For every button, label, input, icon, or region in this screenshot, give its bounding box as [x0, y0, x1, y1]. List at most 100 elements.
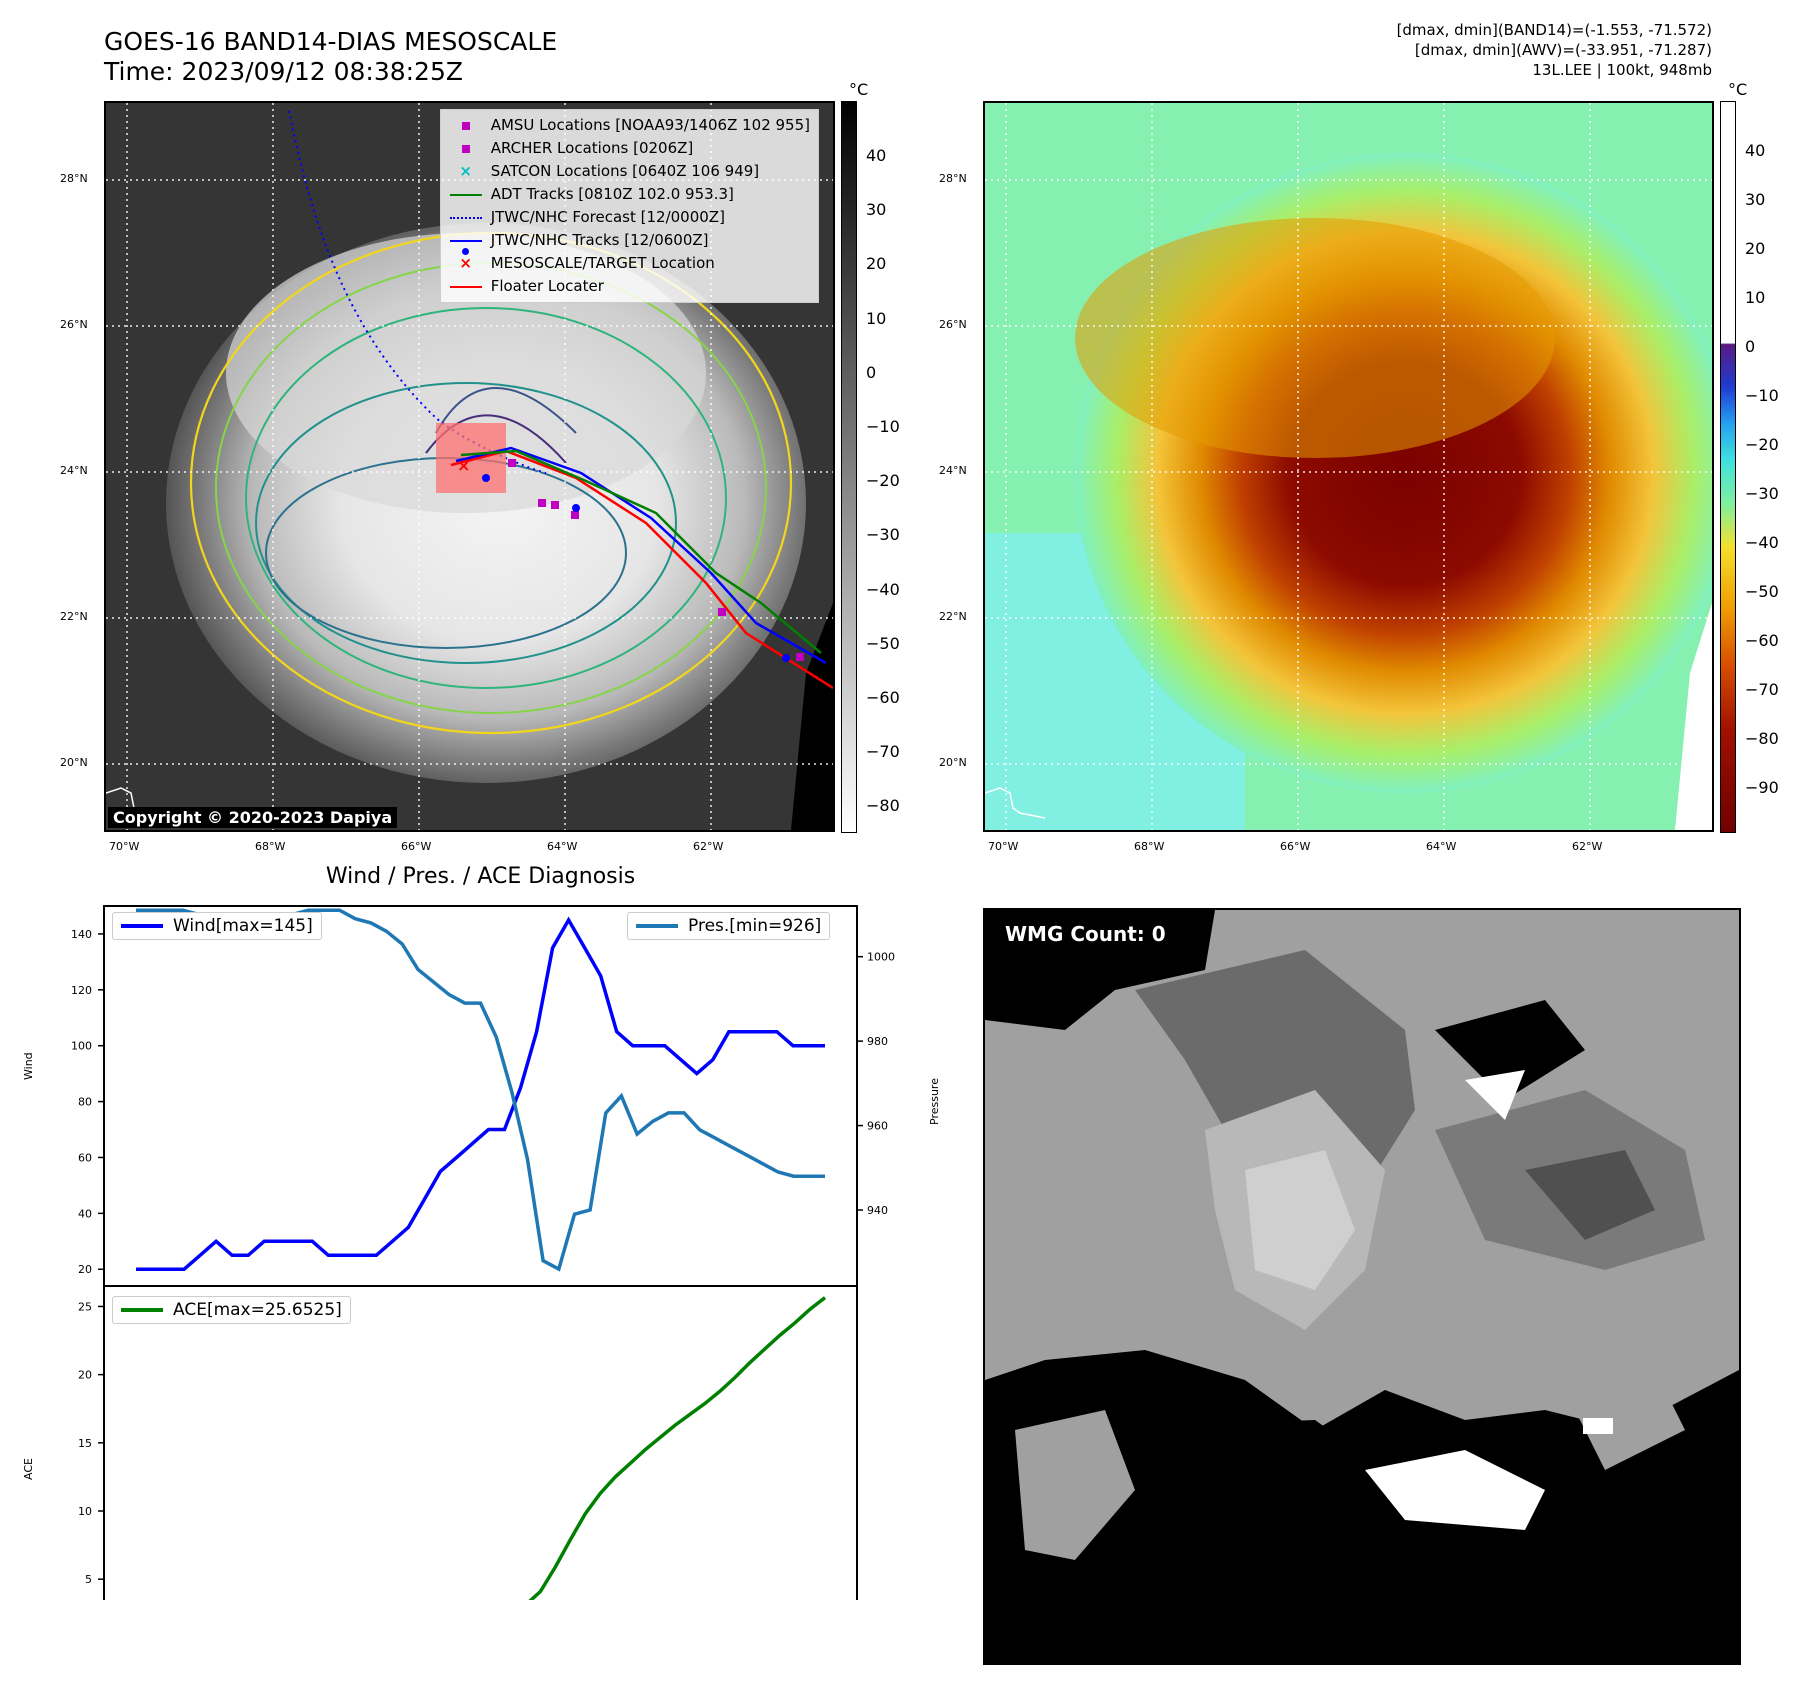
pressure-line [136, 908, 825, 1272]
lon-label: 62°W [693, 840, 724, 853]
lat-label: 26°N [60, 318, 88, 331]
ace-tick-label: 15 [78, 1437, 92, 1450]
band14-map: × AMSU Locations [NOAA93/1406Z 102 955] … [104, 101, 835, 832]
colorbar-unit: °C [849, 80, 869, 99]
timestamp: Time: 2023/09/12 08:38:25Z [104, 57, 463, 86]
lon-label: 68°W [255, 840, 286, 853]
wind-tick-label: 100 [71, 1040, 92, 1053]
legend-item-archer: ARCHER Locations [0206Z] [447, 137, 810, 160]
colorbar-tick-label: 10 [1745, 288, 1766, 307]
colorbar-unit: °C [1728, 80, 1748, 99]
line-dot-icon [449, 239, 482, 242]
lat-label: 26°N [939, 318, 967, 331]
ace-tick-label: 25 [78, 1300, 92, 1313]
lon-label: 68°W [1134, 840, 1165, 853]
lon-label: 64°W [547, 840, 578, 853]
ace-tick-label: 5 [85, 1573, 92, 1586]
colorbar-tick-label: −70 [1745, 680, 1779, 699]
wmg-panel: WMG Count: 0 [983, 908, 1741, 1665]
colorbar-tick-label: −60 [1745, 631, 1779, 650]
lat-label: 22°N [939, 610, 967, 623]
awv-image [985, 103, 1712, 830]
copyright: Copyright © 2020-2023 Dapiya [108, 807, 398, 828]
pressure-tick-label: 1000 [867, 951, 895, 964]
colorbar-color [1720, 101, 1736, 833]
ace-legend: ACE[max=25.6525] [112, 1296, 351, 1324]
diagnosis-title: Wind / Pres. / ACE Diagnosis [325, 864, 636, 889]
lon-label: 70°W [988, 840, 1019, 853]
wind-tick-label: 20 [78, 1263, 92, 1276]
legend-item-forecast: JTWC/NHC Forecast [12/0000Z] [447, 206, 810, 229]
colorbar-tick-label: −40 [1745, 533, 1779, 552]
colorbar-tick-label: −60 [866, 688, 900, 707]
colorbar-tick-label: 0 [866, 362, 877, 382]
colorbar-tick-label: 30 [866, 200, 887, 220]
colorbar-tick-label: 40 [1745, 141, 1766, 160]
colorbar-tick-label: −10 [866, 417, 900, 436]
lat-label: 20°N [939, 756, 967, 769]
colorbar-tick-label: 40 [866, 146, 887, 165]
colorbar-tick-label: 30 [1745, 190, 1766, 209]
ace-tick-label: 10 [78, 1505, 92, 1518]
map-legend: AMSU Locations [NOAA93/1406Z 102 955] AR… [439, 109, 819, 303]
lat-label: 28°N [60, 172, 88, 185]
wind-tick-label: 140 [71, 928, 92, 941]
colorbar-tick-label: 0 [1745, 337, 1756, 356]
square-icon [461, 121, 470, 130]
ace-plot-frame [103, 1285, 858, 1600]
lon-label: 66°W [1280, 840, 1311, 853]
x-marker-icon: × [459, 254, 472, 272]
wind-tick-label: 120 [71, 984, 92, 997]
line-icon [449, 193, 482, 196]
lat-label: 22°N [60, 610, 88, 623]
lon-label: 66°W [401, 840, 432, 853]
colorbar-tick-label: −30 [1745, 484, 1779, 503]
colorbar-tick-label: −50 [1745, 582, 1779, 601]
wind-plot-frame [103, 905, 858, 1287]
legend-item-floater: Floater Locater [447, 275, 810, 298]
ace-line [528, 1296, 827, 1600]
colorbar-tick-label: −90 [1745, 778, 1779, 797]
colorbar-tick-label: −80 [1745, 729, 1779, 748]
colorbar-tick-label: −30 [866, 525, 900, 545]
wind-legend: Wind[max=145] [112, 912, 322, 940]
wind-axis-label: Wind [22, 1052, 35, 1080]
lat-label: 24°N [939, 464, 967, 477]
pressure-tick-label: 960 [867, 1120, 888, 1133]
lon-label: 64°W [1426, 840, 1457, 853]
page-title: GOES-16 BAND14-DIAS MESOSCALE [104, 27, 558, 56]
colorbar-tick-label: −70 [866, 742, 900, 762]
ace-tick-label: 20 [78, 1369, 92, 1382]
pressure-legend: Pres.[min=926] [627, 912, 831, 940]
square-icon [461, 144, 470, 153]
lon-label: 70°W [109, 840, 140, 853]
lat-label: 24°N [60, 464, 88, 477]
pressure-axis-label: Pressure [928, 1078, 941, 1125]
legend-item-tracks: JTWC/NHC Tracks [12/0600Z] [447, 229, 810, 255]
dmax-band14: [dmax, dmin](BAND14)=(-1.553, -71.572) [1396, 21, 1712, 39]
legend-item-mesoscale: × MESOSCALE/TARGET Location [447, 252, 810, 275]
wind-tick-label: 80 [78, 1096, 92, 1109]
line-icon [449, 285, 482, 288]
colorbar-tick-label: −10 [1745, 386, 1779, 405]
pressure-tick-label: 940 [867, 1204, 888, 1217]
wind-tick-label: 40 [78, 1207, 92, 1220]
colorbar-tick-label: −80 [866, 796, 900, 816]
colorbar-tick-label: 20 [1745, 239, 1766, 258]
colorbar-gray [841, 101, 857, 833]
lat-label: 20°N [60, 756, 88, 769]
wmg-count: WMG Count: 0 [1001, 922, 1170, 946]
svg-text:×: × [457, 456, 470, 475]
colorbar-tick-label: −20 [866, 471, 900, 491]
x-marker-icon: × [459, 162, 472, 180]
wind-line [136, 916, 825, 1271]
lat-label: 28°N [939, 172, 967, 185]
colorbar-tick-label: 10 [866, 308, 887, 328]
lon-label: 62°W [1572, 840, 1603, 853]
colorbar-tick-label: 20 [866, 254, 887, 274]
dmax-awv: [dmax, dmin](AWV)=(-33.951, -71.287) [1414, 41, 1712, 59]
colorbar-tick-label: −50 [866, 633, 900, 653]
legend-item-amsu: AMSU Locations [NOAA93/1406Z 102 955] [447, 114, 810, 137]
pressure-tick-label: 980 [867, 1035, 888, 1048]
